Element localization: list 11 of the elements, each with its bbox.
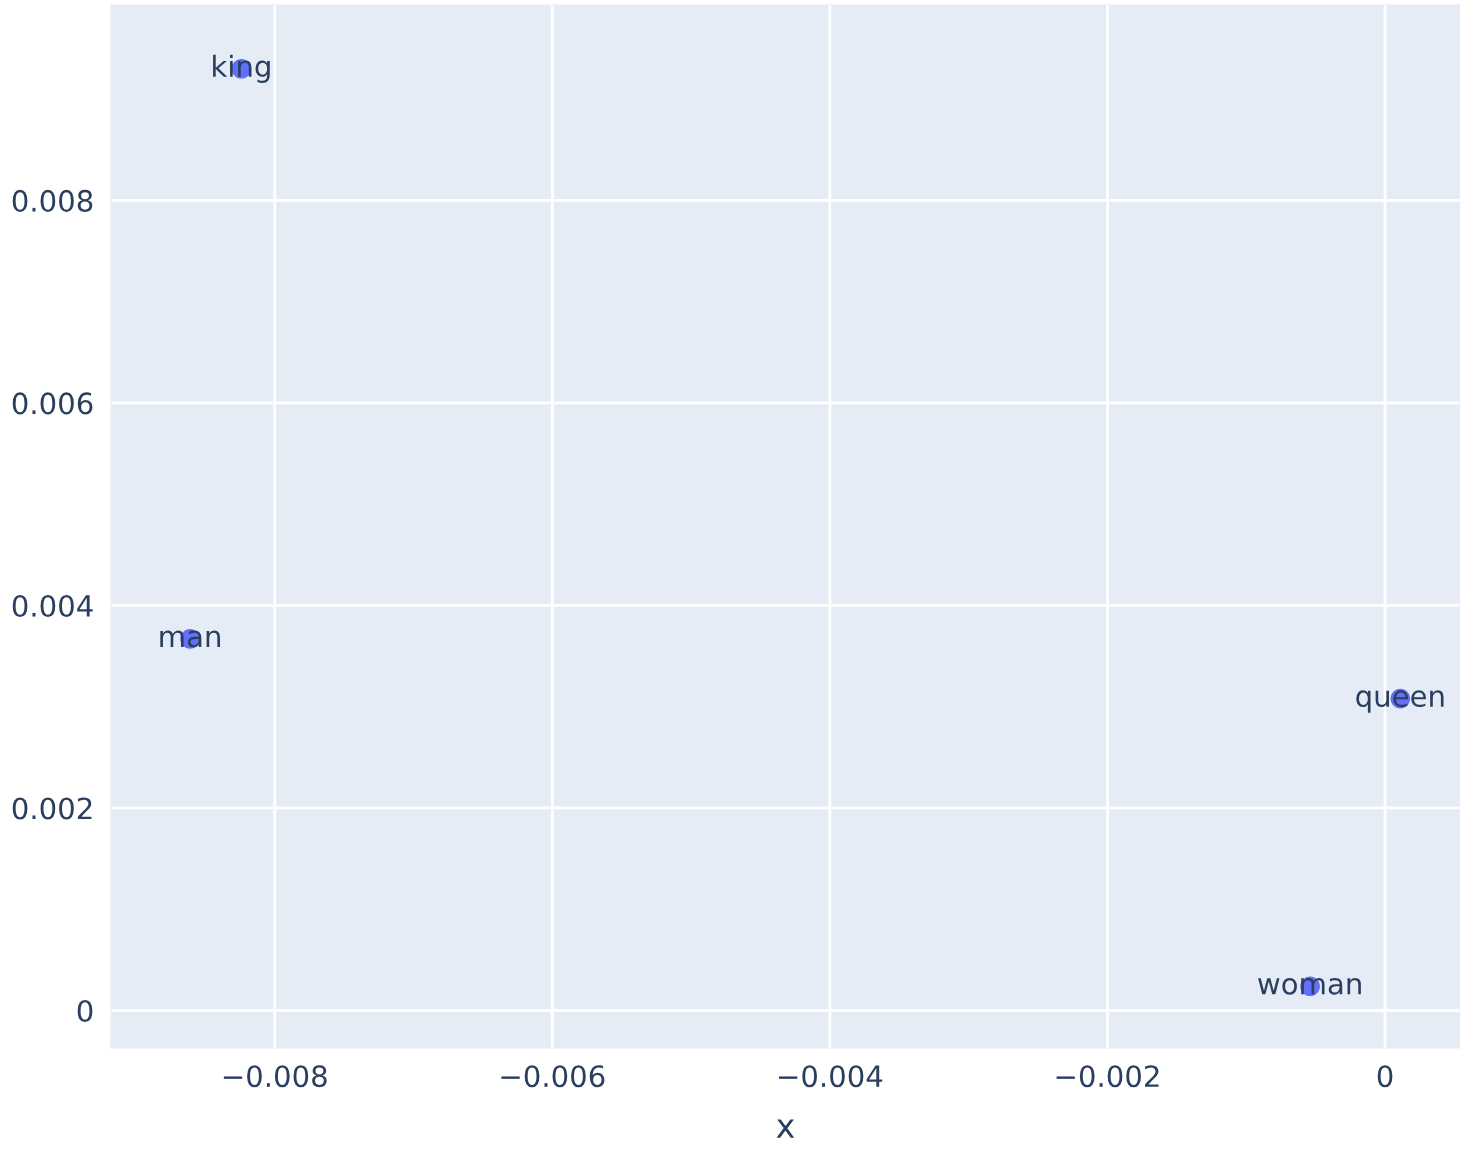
y-tick-label: 0: [77, 999, 93, 1022]
x-tick-label: 0: [1377, 1065, 1393, 1088]
y-tick-label: 0.006: [12, 392, 93, 415]
x-axis-title: x: [776, 1119, 795, 1138]
x-tick-label: −0.002: [1056, 1065, 1159, 1088]
y-tick-label: 0.004: [12, 594, 93, 617]
x-tick-label: −0.006: [501, 1065, 605, 1088]
y-tick-label: 0.002: [12, 797, 92, 820]
x-tick-label: −0.004: [779, 1065, 883, 1088]
x-tick-label: −0.008: [223, 1065, 327, 1088]
y-tick-label: 0.008: [12, 189, 93, 212]
